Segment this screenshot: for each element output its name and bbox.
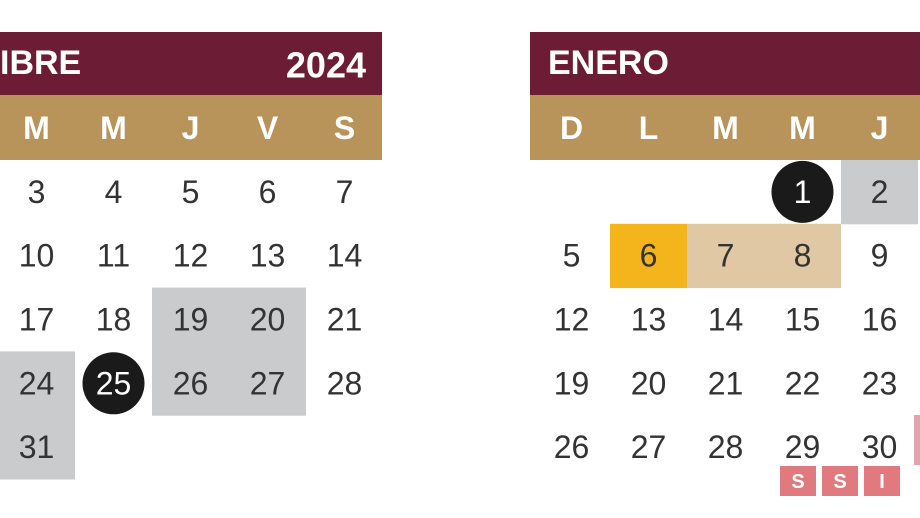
day-number: 19 xyxy=(173,302,209,338)
day-number: 5 xyxy=(182,174,200,210)
day-number: 25 xyxy=(96,365,132,401)
month-title: ENERO xyxy=(548,44,669,82)
cropped-cell xyxy=(914,415,920,465)
day-number: 9 xyxy=(871,238,889,274)
day-highlight xyxy=(229,351,306,416)
weekday-header xyxy=(0,95,382,160)
day-number: 7 xyxy=(717,238,735,274)
day-number: 27 xyxy=(631,429,667,465)
day-number: 24 xyxy=(19,365,55,401)
watermark-letter: S xyxy=(791,471,804,493)
weekday-label: M xyxy=(100,110,127,146)
day-number: 16 xyxy=(862,302,898,338)
day-marker xyxy=(82,352,145,415)
day-number: 2 xyxy=(871,174,889,210)
day-number: 13 xyxy=(631,302,667,338)
month-title: IBRE xyxy=(0,44,81,82)
weekday-label: J xyxy=(182,110,200,146)
day-highlight xyxy=(610,223,687,289)
day-number: 28 xyxy=(327,365,363,401)
watermark-box xyxy=(780,466,816,496)
weekday-label: M xyxy=(23,110,50,146)
day-number: 20 xyxy=(250,302,286,338)
day-number: 14 xyxy=(708,302,744,338)
day-number: 23 xyxy=(862,365,898,401)
day-number: 13 xyxy=(250,238,286,274)
day-number: 7 xyxy=(336,174,354,210)
day-number: 6 xyxy=(640,238,658,274)
day-number: 4 xyxy=(105,174,123,210)
day-highlight xyxy=(152,287,229,352)
weekday-label: M xyxy=(789,110,816,146)
day-number: 20 xyxy=(631,365,667,401)
month-header xyxy=(530,32,920,95)
day-number: 18 xyxy=(96,302,132,338)
day-number: 3 xyxy=(28,174,46,210)
weekday-label: D xyxy=(560,110,583,146)
day-number: 31 xyxy=(19,429,55,465)
day-marker xyxy=(771,160,834,223)
weekday-label: S xyxy=(334,110,355,146)
day-number: 11 xyxy=(97,238,130,274)
weekday-label: M xyxy=(712,110,739,146)
day-number: 26 xyxy=(173,365,209,401)
day-number: 10 xyxy=(19,238,55,274)
day-number: 21 xyxy=(327,302,363,338)
day-highlight xyxy=(152,351,229,416)
day-highlight xyxy=(841,160,918,225)
day-number: 17 xyxy=(19,302,55,338)
year: 2024 xyxy=(286,45,366,86)
day-number: 27 xyxy=(250,365,286,401)
watermark-letter: I xyxy=(879,471,885,493)
watermark-box xyxy=(864,466,900,496)
watermark-letter: S xyxy=(833,471,846,493)
day-number: 8 xyxy=(794,238,812,274)
day-number: 5 xyxy=(563,238,581,274)
day-number: 29 xyxy=(785,429,821,465)
day-number: 30 xyxy=(862,429,898,465)
day-number: 12 xyxy=(554,302,590,338)
watermark-box xyxy=(822,466,858,496)
month-header xyxy=(0,32,382,95)
day-highlight xyxy=(229,287,306,352)
day-highlight xyxy=(687,223,764,289)
day-number: 12 xyxy=(173,238,209,274)
weekday-label: V xyxy=(257,110,279,146)
day-number: 28 xyxy=(708,429,744,465)
day-number: 15 xyxy=(785,302,821,338)
day-number: 19 xyxy=(554,365,590,401)
day-highlight xyxy=(764,223,841,289)
day-highlight xyxy=(0,415,75,480)
day-number: 21 xyxy=(708,365,744,401)
weekday-header xyxy=(530,95,920,160)
day-number: 26 xyxy=(554,429,590,465)
day-number: 1 xyxy=(794,174,812,210)
day-number: 14 xyxy=(327,238,363,274)
day-highlight xyxy=(0,351,75,416)
day-number: 6 xyxy=(259,174,277,210)
day-number: 22 xyxy=(785,365,821,401)
weekday-label: J xyxy=(871,110,889,146)
weekday-label: L xyxy=(639,110,659,146)
